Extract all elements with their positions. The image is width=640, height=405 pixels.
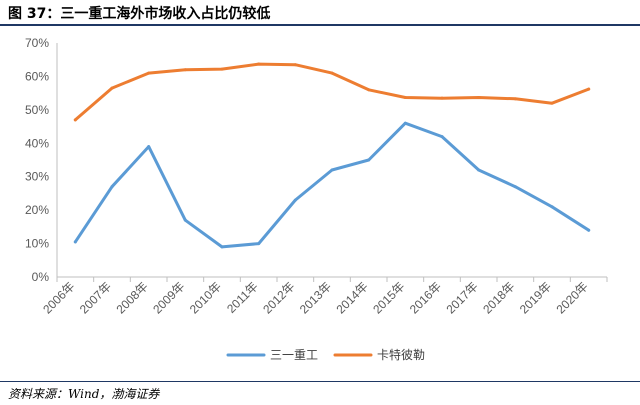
x-tick-label: 2020年 bbox=[554, 279, 591, 316]
x-axis-labels: 2006年 2007年 2008年 2009年 2010年 2011年 2012年 2013年… bbox=[40, 277, 608, 316]
x-tick-label: 2012年 bbox=[260, 279, 297, 316]
legend-label: 三一重工 bbox=[270, 348, 318, 362]
title-rule bbox=[0, 24, 640, 26]
data-point bbox=[477, 168, 481, 172]
series-line-1 bbox=[73, 121, 591, 249]
x-tick-label: 2018年 bbox=[480, 279, 517, 316]
data-point bbox=[330, 168, 334, 172]
data-point bbox=[403, 121, 407, 125]
data-point bbox=[183, 218, 187, 222]
data-point bbox=[293, 63, 297, 67]
y-tick-label: 50% bbox=[25, 103, 49, 117]
x-tick-label: 2007年 bbox=[77, 279, 114, 316]
figure-header: 图 37：三一重工海外市场收入占比仍较低 bbox=[0, 0, 640, 26]
data-point bbox=[110, 86, 114, 90]
data-point bbox=[220, 245, 224, 249]
data-point bbox=[513, 185, 517, 189]
figure-title: 图 37：三一重工海外市场收入占比仍较低 bbox=[8, 6, 271, 22]
data-point bbox=[147, 71, 151, 75]
legend-label: 卡特彼勒 bbox=[377, 347, 425, 362]
source-note: 资料来源：Wind，渤海证券 bbox=[8, 387, 160, 401]
data-point bbox=[550, 101, 554, 105]
y-tick-label: 10% bbox=[25, 237, 49, 251]
x-tick-label: 2010年 bbox=[187, 279, 224, 316]
x-tick-label: 2009年 bbox=[150, 279, 187, 316]
x-tick-label: 2014年 bbox=[334, 279, 371, 316]
data-point bbox=[550, 205, 554, 209]
data-point bbox=[293, 198, 297, 202]
y-tick-label: 20% bbox=[25, 203, 49, 217]
data-point bbox=[220, 67, 224, 71]
y-tick-label: 60% bbox=[25, 69, 49, 83]
x-tick-label: 2017年 bbox=[444, 279, 481, 316]
data-point bbox=[477, 95, 481, 99]
y-tick-label: 40% bbox=[25, 136, 49, 150]
x-tick-label: 2019年 bbox=[517, 279, 554, 316]
x-tick-label: 2006年 bbox=[40, 279, 77, 316]
y-tick-label: 70% bbox=[25, 36, 49, 50]
data-point bbox=[587, 87, 591, 91]
data-point bbox=[587, 228, 591, 232]
series-layer bbox=[73, 62, 591, 249]
legend: 三一重工 卡特彼勒 bbox=[226, 347, 425, 362]
data-point bbox=[513, 97, 517, 101]
y-tick-label: 30% bbox=[25, 170, 49, 184]
y-tick-label: 0% bbox=[32, 270, 50, 284]
data-point bbox=[73, 240, 77, 244]
data-point bbox=[440, 135, 444, 139]
data-point bbox=[440, 96, 444, 100]
data-point bbox=[367, 88, 371, 92]
x-tick-label: 2008年 bbox=[114, 279, 151, 316]
data-point bbox=[257, 242, 261, 246]
data-point bbox=[403, 95, 407, 99]
data-point bbox=[73, 118, 77, 122]
line-chart: 0%10%20%30%40%50%60%70% 2006年 2007年 2008年 2… bbox=[25, 36, 608, 362]
data-point bbox=[147, 145, 151, 149]
data-point bbox=[367, 158, 371, 162]
y-axis-labels: 0% 10% 20% 30% 40% 50% 60% 70% bbox=[25, 36, 49, 284]
data-point bbox=[110, 185, 114, 189]
data-point bbox=[330, 71, 334, 75]
x-tick-label: 2015年 bbox=[370, 279, 407, 316]
x-tick-label: 2011年 bbox=[224, 279, 261, 316]
data-point bbox=[183, 68, 187, 72]
data-point bbox=[257, 62, 261, 66]
x-tick-label: 2016年 bbox=[407, 279, 444, 316]
x-tick-label: 2013年 bbox=[297, 279, 334, 316]
source-rule bbox=[0, 381, 640, 382]
